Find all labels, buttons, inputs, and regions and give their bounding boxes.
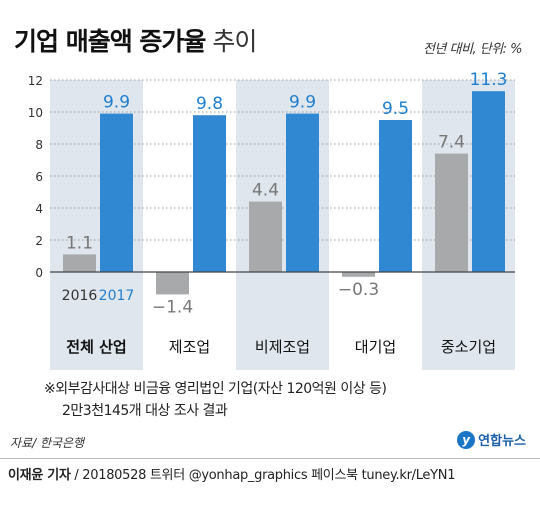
bar-2017-4 (379, 120, 412, 272)
y-tick-label-10: 10 (28, 106, 43, 120)
bar-2016-1 (63, 254, 96, 272)
value-label-2016-3: 4.4 (252, 181, 279, 201)
value-label-2016-2: −1.4 (152, 297, 193, 317)
value-label-2017-2: 9.8 (196, 94, 223, 114)
bar-2017-3 (286, 113, 319, 272)
footnote-line-1: ※외부감사대상 비금융 영리법인 기업(자산 120억원 이상 등) (44, 381, 387, 397)
bar-2016-2 (156, 272, 189, 295)
brand-logo: y 연합뉴스 (457, 430, 526, 449)
legend-label-2016: 2016 (62, 288, 98, 304)
credit-details: / 20180528 트위터 @yonhap_graphics 페이스북 tun… (70, 468, 456, 483)
bar-chart: 0 2 4 6 8 10 12 1.1 9.9 전체 산업 −1.4 9.8 제조업 4.4 9.9 비제조업… (28, 70, 515, 370)
bar-2016-3 (249, 201, 282, 272)
category-label-5: 중소기업 (441, 338, 496, 356)
value-label-2016-1: 1.1 (66, 233, 93, 253)
footer-divider (0, 458, 540, 459)
source-label: 자료/ 한국은행 (10, 436, 85, 450)
y-tick-label-0: 0 (35, 266, 43, 280)
value-label-2016-5: 7.4 (438, 133, 465, 153)
brand-name: 연합뉴스 (478, 434, 526, 449)
y-tick-label-8: 8 (35, 138, 43, 152)
category-label-1: 전체 산업 (66, 338, 126, 356)
value-label-2017-4: 9.5 (382, 99, 409, 119)
bar-2017-1 (100, 113, 133, 272)
y-tick-label-6: 6 (35, 170, 43, 184)
footnote-line-2: 2만3천145개 대상 조사 결과 (62, 403, 228, 419)
y-tick-label-2: 2 (35, 234, 43, 248)
chart-title-sub: 추이 (212, 27, 257, 56)
yonhap-logo-icon: y (457, 430, 476, 449)
bar-2017-2 (193, 115, 226, 272)
chart-title-main: 기업 매출액 증가율 (14, 27, 206, 56)
legend-label-2017: 2017 (99, 288, 135, 304)
category-label-4: 대기업 (355, 338, 396, 356)
credit-line: 이재윤 기자 / 20180528 트위터 @yonhap_graphics 페… (8, 464, 455, 483)
value-label-2017-3: 9.9 (289, 93, 316, 113)
value-label-2016-4: −0.3 (338, 280, 379, 300)
credit-author: 이재윤 기자 (8, 468, 71, 483)
bar-2017-5 (472, 91, 505, 272)
value-label-2017-5: 11.3 (470, 70, 508, 90)
bar-2016-4 (342, 272, 375, 277)
category-label-2: 제조업 (169, 338, 210, 356)
unit-label: 전년 대비, 단위: % (422, 42, 523, 57)
category-label-3: 비제조업 (255, 338, 310, 356)
value-label-2017-1: 9.9 (103, 93, 130, 113)
bar-2016-5 (435, 153, 468, 272)
y-tick-label-12: 12 (28, 74, 43, 88)
y-tick-label-4: 4 (35, 202, 43, 216)
chart-title: 기업 매출액 증가율 추이 (14, 22, 257, 58)
